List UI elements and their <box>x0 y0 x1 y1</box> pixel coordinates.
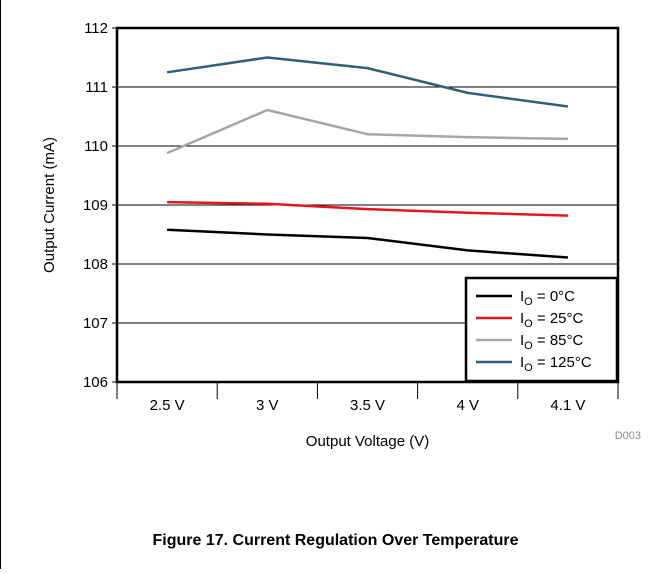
y-tick-label: 107 <box>83 315 108 332</box>
y-axis: 106 107 108 109 110 111 112 <box>83 20 117 391</box>
x-tick-label: 4.1 V <box>550 397 585 414</box>
series-line <box>166 56 569 108</box>
x-axis: 2.5 V 3 V 3.5 V 4 V 4.1 V <box>116 382 619 414</box>
legend-label: IO = 85°C <box>520 332 584 352</box>
figure-caption: Figure 17. Current Regulation Over Tempe… <box>152 532 519 549</box>
figure-id: D003 <box>615 430 641 442</box>
y-tick-label: 108 <box>83 256 108 273</box>
y-tick-label: 112 <box>84 20 108 37</box>
y-tick-label: 110 <box>84 138 108 155</box>
x-axis-label: Output Voltage (V) <box>306 433 429 450</box>
legend-label: IO = 0°C <box>520 288 575 308</box>
series-line <box>167 228 568 259</box>
y-tick-label: 111 <box>85 79 108 96</box>
series-group <box>166 56 569 259</box>
plot-frame <box>115 26 620 384</box>
series-line <box>166 108 568 155</box>
x-tick-label: 4 V <box>456 397 479 414</box>
x-tick-label: 3 V <box>256 397 279 414</box>
y-axis-label: Output Current (mA) <box>41 137 58 273</box>
y-tick-label: 106 <box>83 374 108 391</box>
series-line <box>167 200 568 217</box>
legend-label: IO = 125°C <box>520 354 592 374</box>
x-tick-label: 2.5 V <box>150 397 185 414</box>
legend-label: IO = 25°C <box>520 310 584 330</box>
x-tick-label: 3.5 V <box>350 397 385 414</box>
y-tick-label: 109 <box>83 197 108 214</box>
legend: IO = 0°CIO = 25°CIO = 85°CIO = 125°C <box>464 276 619 383</box>
